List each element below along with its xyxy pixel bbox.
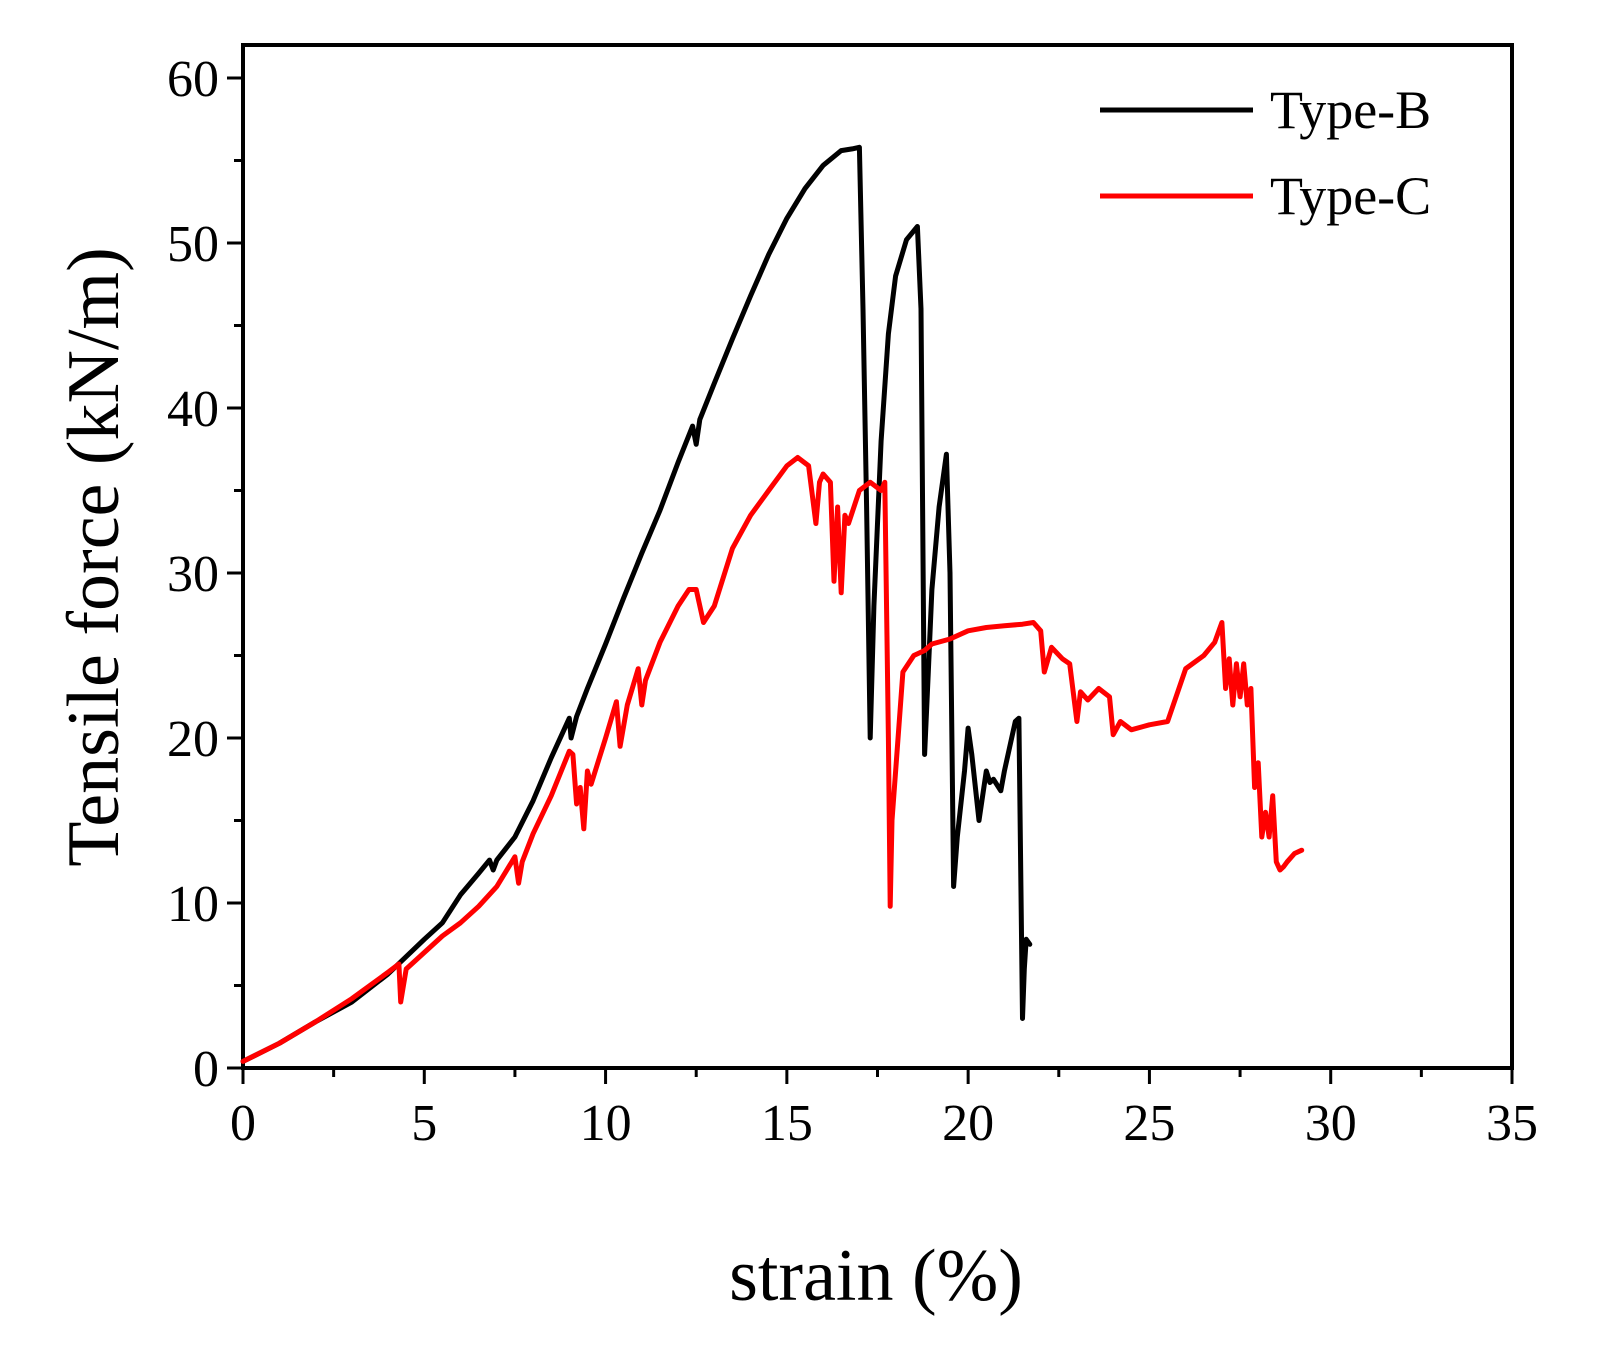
y-tick-label: 10 bbox=[167, 876, 219, 933]
y-tick-label: 20 bbox=[167, 711, 219, 768]
series-line-type-b bbox=[240, 144, 1033, 1064]
x-tick-label: 5 bbox=[411, 1095, 437, 1152]
x-tick-label: 0 bbox=[230, 1095, 256, 1152]
series-line-type-c bbox=[240, 455, 1305, 1064]
y-tick-label: 60 bbox=[167, 51, 219, 108]
x-axis-title: strain (%) bbox=[729, 1235, 1023, 1317]
legend-label-type-b: Type-B bbox=[1270, 80, 1431, 140]
x-tick-label: 25 bbox=[1123, 1095, 1175, 1152]
y-tick-label: 0 bbox=[193, 1041, 219, 1098]
y-tick-label: 50 bbox=[167, 216, 219, 273]
y-tick-label: 40 bbox=[167, 381, 219, 438]
x-tick-label: 30 bbox=[1305, 1095, 1357, 1152]
x-tick-label: 20 bbox=[942, 1095, 994, 1152]
series-layer bbox=[240, 144, 1305, 1064]
axes-layer: 0 5 10 15 20 25 30 35 0 10 20 30 40 50 60 bbox=[167, 43, 1538, 1152]
x-tick-label: 10 bbox=[580, 1095, 632, 1152]
legend-label-type-c: Type-C bbox=[1270, 166, 1431, 226]
y-axis-title: Tensile force (kN/m) bbox=[53, 247, 135, 866]
x-tick-label: 35 bbox=[1486, 1095, 1538, 1152]
x-tick-label: 15 bbox=[761, 1095, 813, 1152]
y-tick-label: 30 bbox=[167, 546, 219, 603]
legend: Type-B Type-C bbox=[1100, 80, 1431, 226]
